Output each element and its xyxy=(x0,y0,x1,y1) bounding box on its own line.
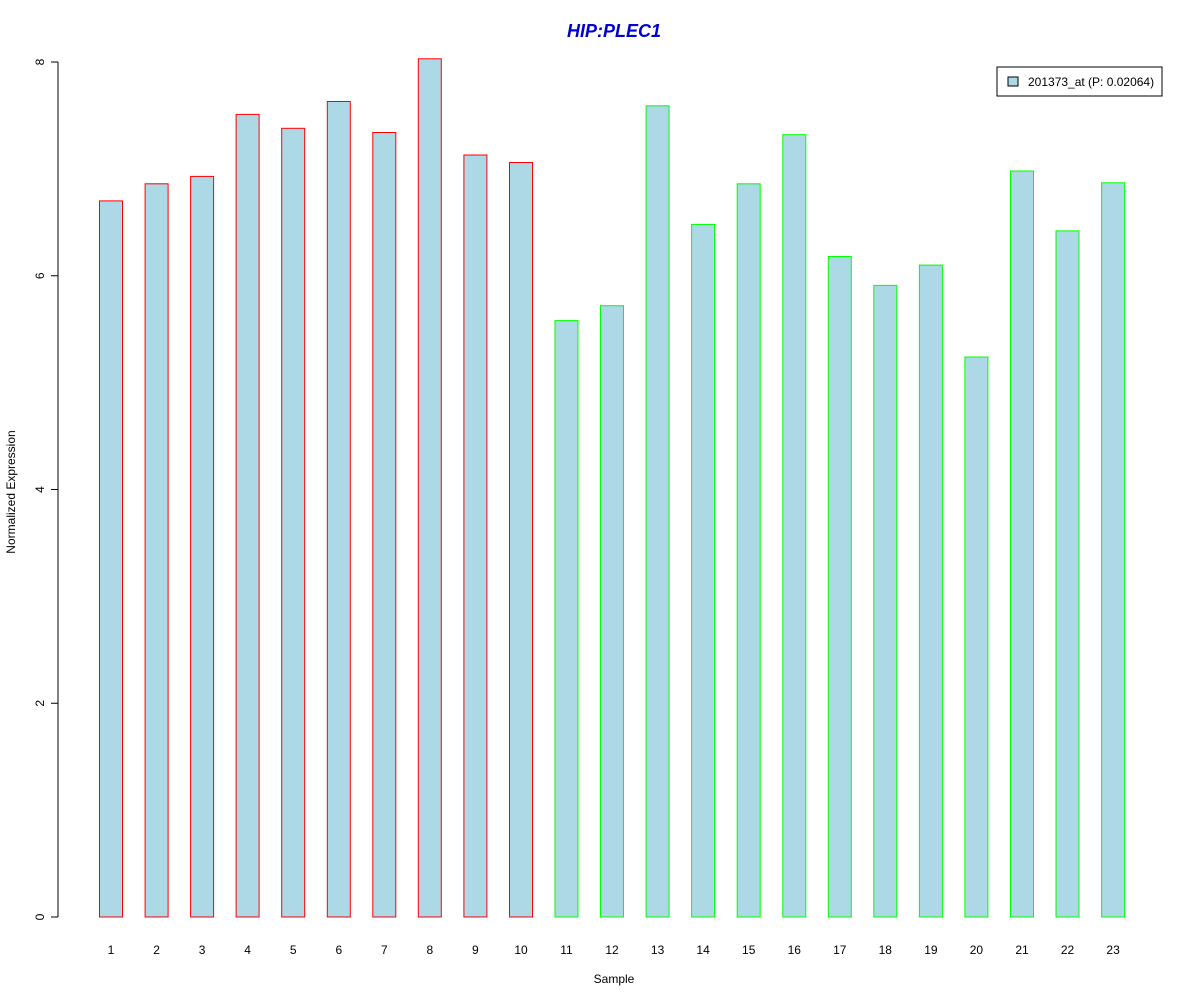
x-tick-label: 12 xyxy=(605,943,619,957)
legend-entry-label: 201373_at (P: 0.02064) xyxy=(1028,75,1154,89)
x-tick-label: 15 xyxy=(742,943,756,957)
x-tick-labels: 1 2 3 4 5 6 7 8 9 10 11 12 13 14 15 16 17 18 19 20 21 22 23 xyxy=(108,943,1120,957)
bar xyxy=(827,256,852,918)
bar xyxy=(1055,230,1080,918)
bar xyxy=(235,113,260,918)
x-axis-label: Sample xyxy=(594,972,635,986)
bar xyxy=(554,320,579,918)
y-tick-label: 0 xyxy=(33,913,47,920)
x-tick-label: 10 xyxy=(514,943,528,957)
x-tick-label: 8 xyxy=(426,943,433,957)
bars-group xyxy=(99,58,1126,918)
x-tick-label: 18 xyxy=(879,943,893,957)
bar xyxy=(281,127,306,918)
bar xyxy=(645,105,670,918)
bar xyxy=(190,175,215,918)
x-tick-label: 20 xyxy=(970,943,984,957)
legend-swatch xyxy=(1007,76,1019,87)
x-tick-label: 4 xyxy=(244,943,251,957)
x-tick-label: 3 xyxy=(199,943,206,957)
bar xyxy=(1101,182,1126,918)
bar xyxy=(144,183,169,918)
chart-title: HIP:PLEC1 xyxy=(567,21,661,41)
x-tick-label: 11 xyxy=(560,943,573,957)
y-tick-label: 4 xyxy=(33,486,47,493)
y-tick-label: 8 xyxy=(33,58,47,65)
bar xyxy=(417,58,442,918)
bar xyxy=(463,154,488,918)
x-tick-label: 21 xyxy=(1015,943,1029,957)
bar xyxy=(736,183,761,918)
bar xyxy=(1010,170,1034,918)
x-tick-label: 2 xyxy=(153,943,160,957)
x-tick-label: 5 xyxy=(290,943,297,957)
x-tick-label: 7 xyxy=(381,943,388,957)
y-axis-label: Normalized Expression xyxy=(4,430,18,553)
x-tick-label: 19 xyxy=(924,943,938,957)
x-tick-label: 13 xyxy=(651,943,665,957)
bar xyxy=(782,134,807,918)
bar xyxy=(600,305,624,918)
bar xyxy=(509,162,533,918)
x-tick-label: 6 xyxy=(335,943,342,957)
y-tick-label: 2 xyxy=(33,700,47,707)
bar xyxy=(99,200,123,918)
legend: 201373_at (P: 0.02064) xyxy=(996,66,1163,97)
bar xyxy=(873,284,898,918)
x-tick-label: 14 xyxy=(696,943,710,957)
legend-box xyxy=(996,66,1163,97)
x-tick-label: 9 xyxy=(472,943,479,957)
y-tick-label: 6 xyxy=(33,272,47,279)
y-axis: 0 2 4 6 8 xyxy=(33,58,59,920)
bar xyxy=(372,132,397,918)
x-tick-label: 16 xyxy=(788,943,802,957)
x-tick-label: 1 xyxy=(108,943,115,957)
bar xyxy=(326,101,351,918)
bar xyxy=(691,223,716,918)
x-tick-label: 22 xyxy=(1061,943,1075,957)
x-tick-label: 23 xyxy=(1106,943,1120,957)
x-tick-label: 17 xyxy=(833,943,847,957)
bar xyxy=(964,356,989,918)
bar xyxy=(918,264,943,918)
